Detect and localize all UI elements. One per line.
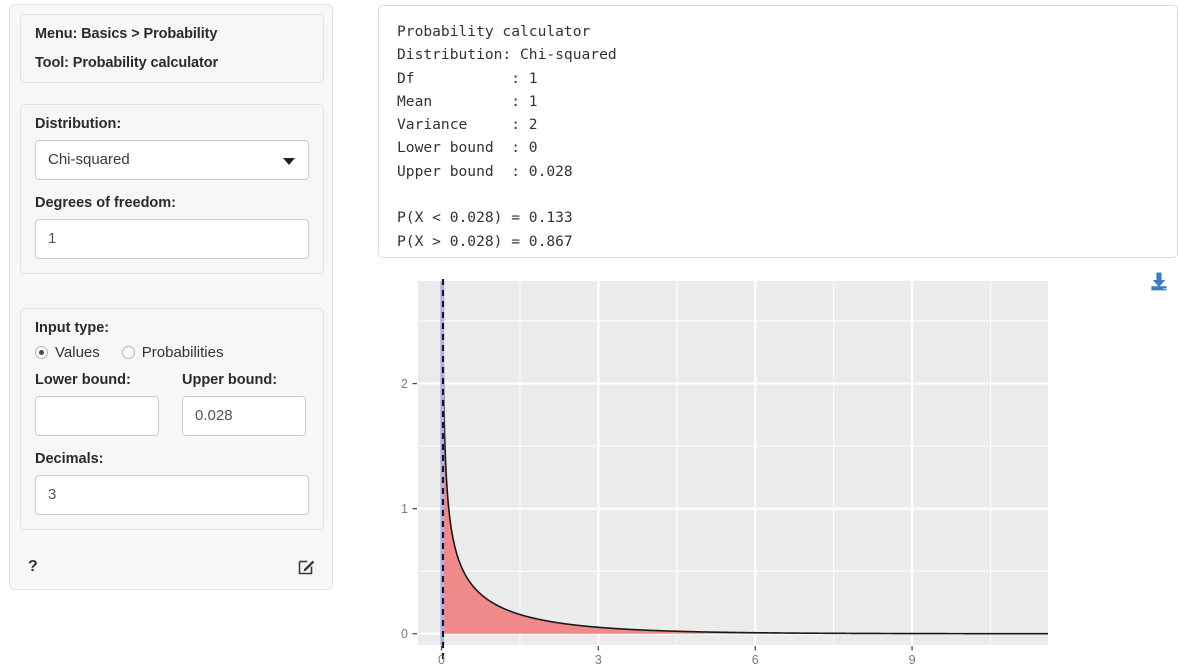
- breadcrumb: Menu: Basics > Probability: [35, 26, 218, 42]
- plot-area: 0 3 6 9 0 1 2: [378, 262, 1178, 666]
- bounds-row: Lower bound: Upper bound: 0.028: [35, 371, 309, 436]
- distribution-settings-box: Distribution: Chi-squared Degrees of fre…: [20, 104, 324, 274]
- y-axis-tick-label: 2: [401, 377, 408, 391]
- chevron-down-icon: [283, 157, 295, 165]
- probability-density-chart: 0 3 6 9 0 1 2: [401, 279, 1048, 666]
- x-axis-tick-label: 3: [595, 653, 602, 666]
- distribution-label: Distribution:: [35, 116, 122, 132]
- upper-bound-label: Upper bound:: [182, 371, 278, 388]
- download-icon[interactable]: [1148, 272, 1170, 292]
- question-mark-icon[interactable]: ?: [28, 558, 38, 575]
- input-type-radio-group: Values Probabilities: [35, 344, 309, 361]
- upper-bound-input[interactable]: 0.028: [182, 395, 306, 436]
- distribution-select-value[interactable]: Chi-squared: [35, 139, 309, 180]
- x-axis-tick-label: 9: [909, 653, 916, 666]
- radio-dot-probabilities-icon[interactable]: [121, 345, 135, 359]
- input-type-label: Input type:: [35, 320, 110, 336]
- lower-bound-input[interactable]: [35, 395, 159, 436]
- input-settings-box: Input type: Values Probabilities Lower b…: [20, 308, 324, 530]
- x-axis-tick-label: 0: [438, 653, 445, 666]
- lower-bound-label: Lower bound:: [35, 371, 131, 388]
- output-text-panel: Probability calculator Distribution: Chi…: [378, 5, 1178, 258]
- upper-bound-group: Upper bound: 0.028: [182, 371, 309, 436]
- radio-option-probabilities[interactable]: Probabilities: [121, 343, 224, 361]
- y-axis-tick-label: 1: [401, 502, 408, 516]
- chart-density-curve: [441, 281, 1048, 635]
- decimals-input[interactable]: 3: [35, 474, 309, 515]
- sidebar-footer: ?: [20, 557, 322, 577]
- degrees-of-freedom-input[interactable]: 1: [35, 218, 309, 259]
- radio-label-values: Values: [55, 343, 100, 361]
- distribution-select[interactable]: Chi-squared: [35, 139, 309, 180]
- radio-dot-values-icon[interactable]: [35, 345, 48, 359]
- decimals-label: Decimals:: [35, 450, 104, 467]
- tool-title: Tool: Probability calculator: [35, 54, 219, 71]
- output-text: Probability calculator Distribution: Chi…: [397, 23, 617, 250]
- lower-bound-group: Lower bound:: [35, 371, 162, 436]
- sidebar-panel: Menu: Basics > Probability Tool: Probabi…: [9, 4, 333, 590]
- degrees-of-freedom-label: Degrees of freedom:: [35, 194, 177, 211]
- radio-label-probabilities: Probabilities: [141, 343, 224, 361]
- y-axis-tick-label: 0: [401, 627, 408, 641]
- menu-info-box: Menu: Basics > Probability Tool: Probabi…: [20, 14, 324, 83]
- x-axis-tick-label: 6: [752, 653, 759, 666]
- edit-pencil-square-icon[interactable]: [298, 557, 316, 575]
- radio-option-values[interactable]: Values: [35, 344, 100, 361]
- chart-panel-background: [418, 281, 1048, 645]
